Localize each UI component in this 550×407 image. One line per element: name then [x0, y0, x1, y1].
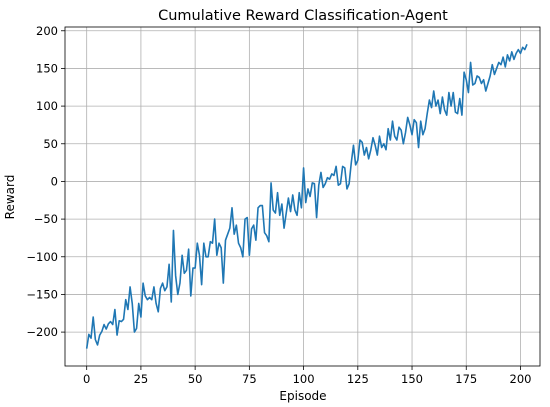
- x-tick-label: 0: [83, 372, 90, 386]
- y-tick-label: −150: [26, 287, 58, 301]
- y-tick-label: −100: [26, 250, 58, 264]
- y-tick-label: 200: [36, 24, 58, 38]
- x-tick-label: 75: [242, 372, 257, 386]
- x-tick-label: 125: [347, 372, 369, 386]
- chart-title: Cumulative Reward Classification-Agent: [158, 8, 448, 24]
- plot-frame: [64, 26, 541, 367]
- y-tick-label: 100: [36, 99, 58, 113]
- y-tick-label: 50: [43, 137, 58, 151]
- x-tick-label: 25: [134, 372, 149, 386]
- x-axis-label: Episode: [279, 389, 326, 403]
- x-tick-label: 50: [188, 372, 203, 386]
- axis-ticks: 0 25 50 75 100 125 150 175 200 −200 −150 −100 −50 0 50…: [26, 24, 531, 386]
- y-tick-label: 0: [51, 174, 58, 188]
- y-tick-label: 150: [36, 61, 58, 75]
- reward-series-line: [85, 44, 528, 349]
- y-axis-label: Reward: [3, 175, 17, 220]
- x-tick-label: 100: [293, 372, 315, 386]
- x-tick-label: 200: [510, 372, 532, 386]
- y-tick-label: −200: [26, 325, 58, 339]
- x-tick-label: 175: [455, 372, 477, 386]
- y-tick-label: −50: [34, 212, 58, 226]
- x-tick-label: 150: [401, 372, 423, 386]
